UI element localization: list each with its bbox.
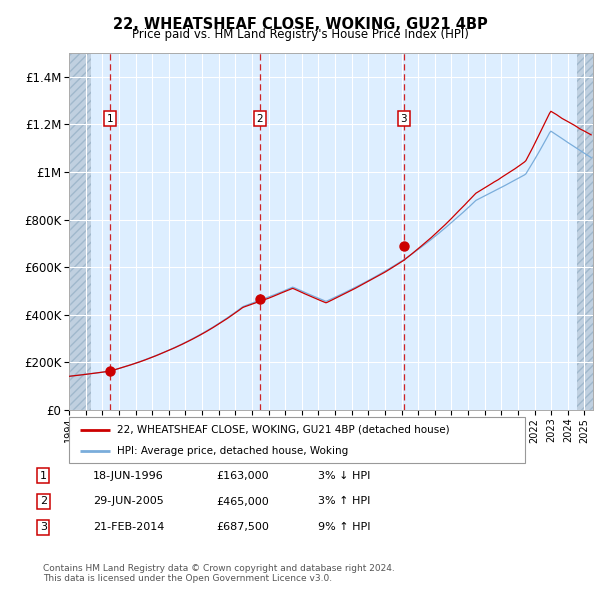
Text: 3: 3 <box>400 113 407 123</box>
Text: 3% ↓ HPI: 3% ↓ HPI <box>318 471 370 480</box>
Text: 22, WHEATSHEAF CLOSE, WOKING, GU21 4BP (detached house): 22, WHEATSHEAF CLOSE, WOKING, GU21 4BP (… <box>117 425 449 435</box>
Bar <box>577 53 593 410</box>
Text: 3% ↑ HPI: 3% ↑ HPI <box>318 497 370 506</box>
Text: Price paid vs. HM Land Registry's House Price Index (HPI): Price paid vs. HM Land Registry's House … <box>131 28 469 41</box>
Text: 1: 1 <box>40 471 47 480</box>
Text: 22, WHEATSHEAF CLOSE, WOKING, GU21 4BP: 22, WHEATSHEAF CLOSE, WOKING, GU21 4BP <box>113 17 487 31</box>
Text: 29-JUN-2005: 29-JUN-2005 <box>93 497 164 506</box>
Bar <box>577 53 593 410</box>
Text: 3: 3 <box>40 523 47 532</box>
Bar <box>69 53 91 410</box>
Text: 2: 2 <box>40 497 47 506</box>
Text: 18-JUN-1996: 18-JUN-1996 <box>93 471 164 480</box>
Text: 21-FEB-2014: 21-FEB-2014 <box>93 523 164 532</box>
Text: 2: 2 <box>257 113 263 123</box>
Text: £163,000: £163,000 <box>216 471 269 480</box>
Bar <box>69 53 91 410</box>
FancyBboxPatch shape <box>69 417 525 463</box>
Text: 1: 1 <box>107 113 113 123</box>
Text: 9% ↑ HPI: 9% ↑ HPI <box>318 523 371 532</box>
Text: Contains HM Land Registry data © Crown copyright and database right 2024.
This d: Contains HM Land Registry data © Crown c… <box>43 563 395 583</box>
Text: £465,000: £465,000 <box>216 497 269 506</box>
Text: HPI: Average price, detached house, Woking: HPI: Average price, detached house, Woki… <box>117 445 348 455</box>
Text: £687,500: £687,500 <box>216 523 269 532</box>
